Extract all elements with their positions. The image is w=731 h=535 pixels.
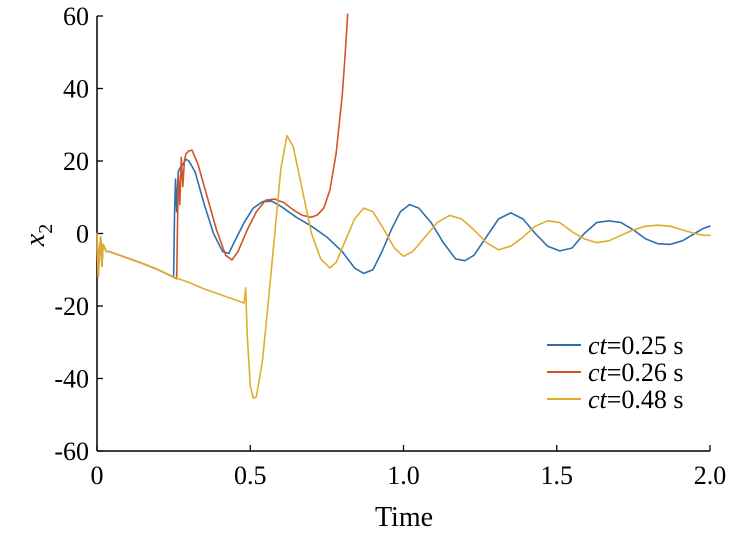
y-axis-title-main: x bbox=[20, 233, 51, 247]
series-line-3 bbox=[96, 134, 711, 400]
y-tick-label: -20 bbox=[54, 292, 89, 321]
y-tick-label: 60 bbox=[63, 2, 89, 31]
ticks: 0 0.5 1.0 1.5 2.0 -60 -40 -20 0 20 40 60 bbox=[54, 2, 726, 490]
legend: ct=0.25 sct=0.26 sct=0.48 s bbox=[547, 331, 684, 414]
series-line-1 bbox=[96, 158, 711, 278]
x-tick-label: 0.5 bbox=[234, 461, 267, 490]
y-tick-label: -40 bbox=[54, 365, 89, 394]
y-tick-label: 0 bbox=[76, 220, 89, 249]
legend-label-rest: =0.26 s bbox=[607, 358, 684, 387]
y-axis-title: x2 bbox=[20, 224, 57, 247]
series-layer bbox=[96, 13, 711, 400]
legend-label-1: ct=0.25 s bbox=[588, 331, 684, 360]
x-tick-label: 1.0 bbox=[387, 461, 420, 490]
series-line-2 bbox=[96, 13, 349, 280]
legend-label-2: ct=0.26 s bbox=[588, 358, 684, 387]
x-axis-title: Time bbox=[375, 502, 433, 533]
legend-label-italic: ct bbox=[588, 358, 608, 387]
y-tick-label: 40 bbox=[63, 75, 89, 104]
y-tick-label: 20 bbox=[63, 147, 89, 176]
x-tick-label: 1.5 bbox=[541, 461, 574, 490]
x-tick-label: 2.0 bbox=[694, 461, 727, 490]
svg-text:x2: x2 bbox=[20, 224, 57, 247]
legend-label-italic: ct bbox=[588, 385, 608, 414]
legend-label-italic: ct bbox=[588, 331, 608, 360]
y-tick-label: -60 bbox=[54, 437, 89, 466]
legend-label-rest: =0.25 s bbox=[607, 331, 684, 360]
x-tick-label: 0 bbox=[91, 461, 104, 490]
legend-label-rest: =0.48 s bbox=[607, 385, 684, 414]
y-axis-title-subscript: 2 bbox=[35, 224, 57, 234]
legend-label-3: ct=0.48 s bbox=[588, 385, 684, 414]
